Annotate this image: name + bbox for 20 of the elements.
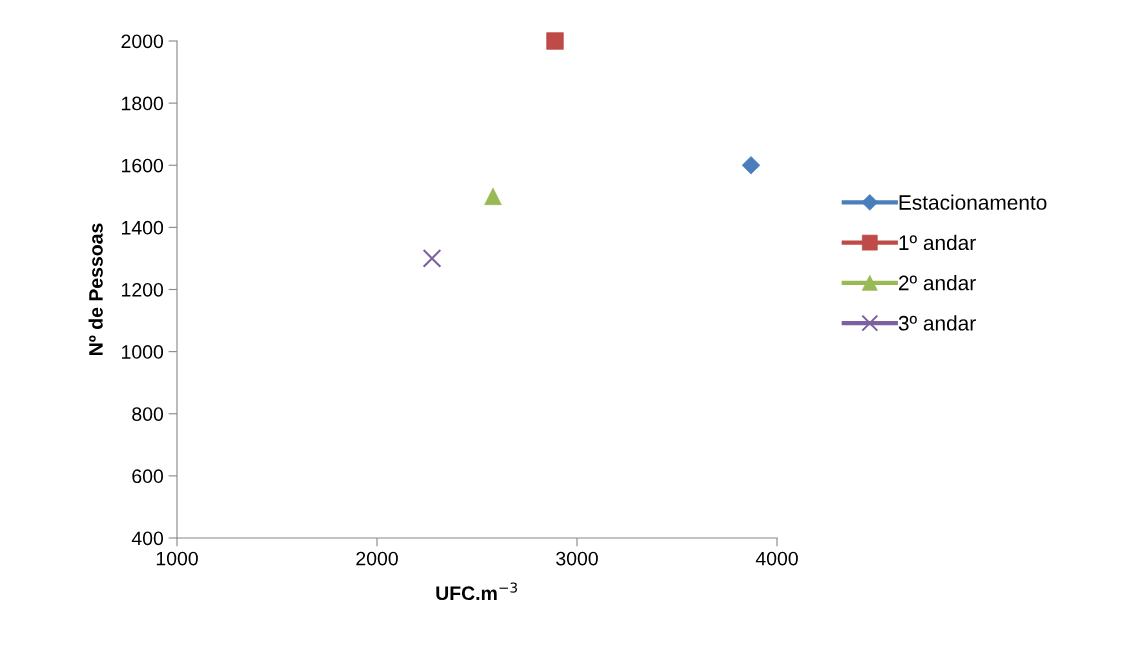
- y-tick-label: 2000: [121, 34, 164, 49]
- x-tick-label: 3000: [556, 551, 598, 566]
- y-axis-title: Nº de Pessoas: [88, 223, 103, 355]
- y-tick-label: 1400: [122, 220, 164, 235]
- legend-label: 3º andar: [898, 315, 976, 331]
- y-tick-label: 1600: [122, 158, 164, 173]
- x-tick-label: 2000: [356, 551, 398, 566]
- legend-label: Estacionamento: [899, 194, 1047, 210]
- legend-label: 2º andar: [898, 275, 976, 291]
- x-tick-label: 4000: [755, 551, 798, 566]
- y-tick-label: 600: [132, 469, 164, 484]
- y-tick-label: 800: [132, 407, 164, 421]
- y-tick-label: 1000: [122, 345, 164, 359]
- x-tick-label: 1000: [156, 551, 198, 566]
- y-tick-label: 1800: [122, 96, 164, 111]
- y-tick-label: 1200: [122, 282, 164, 297]
- y-tick-label: 400: [131, 531, 164, 546]
- point: [422, 249, 442, 268]
- x-axis-title: UFC.m$^{−3}$: [436, 582, 518, 601]
- legend-label: 1º andar: [899, 234, 976, 251]
